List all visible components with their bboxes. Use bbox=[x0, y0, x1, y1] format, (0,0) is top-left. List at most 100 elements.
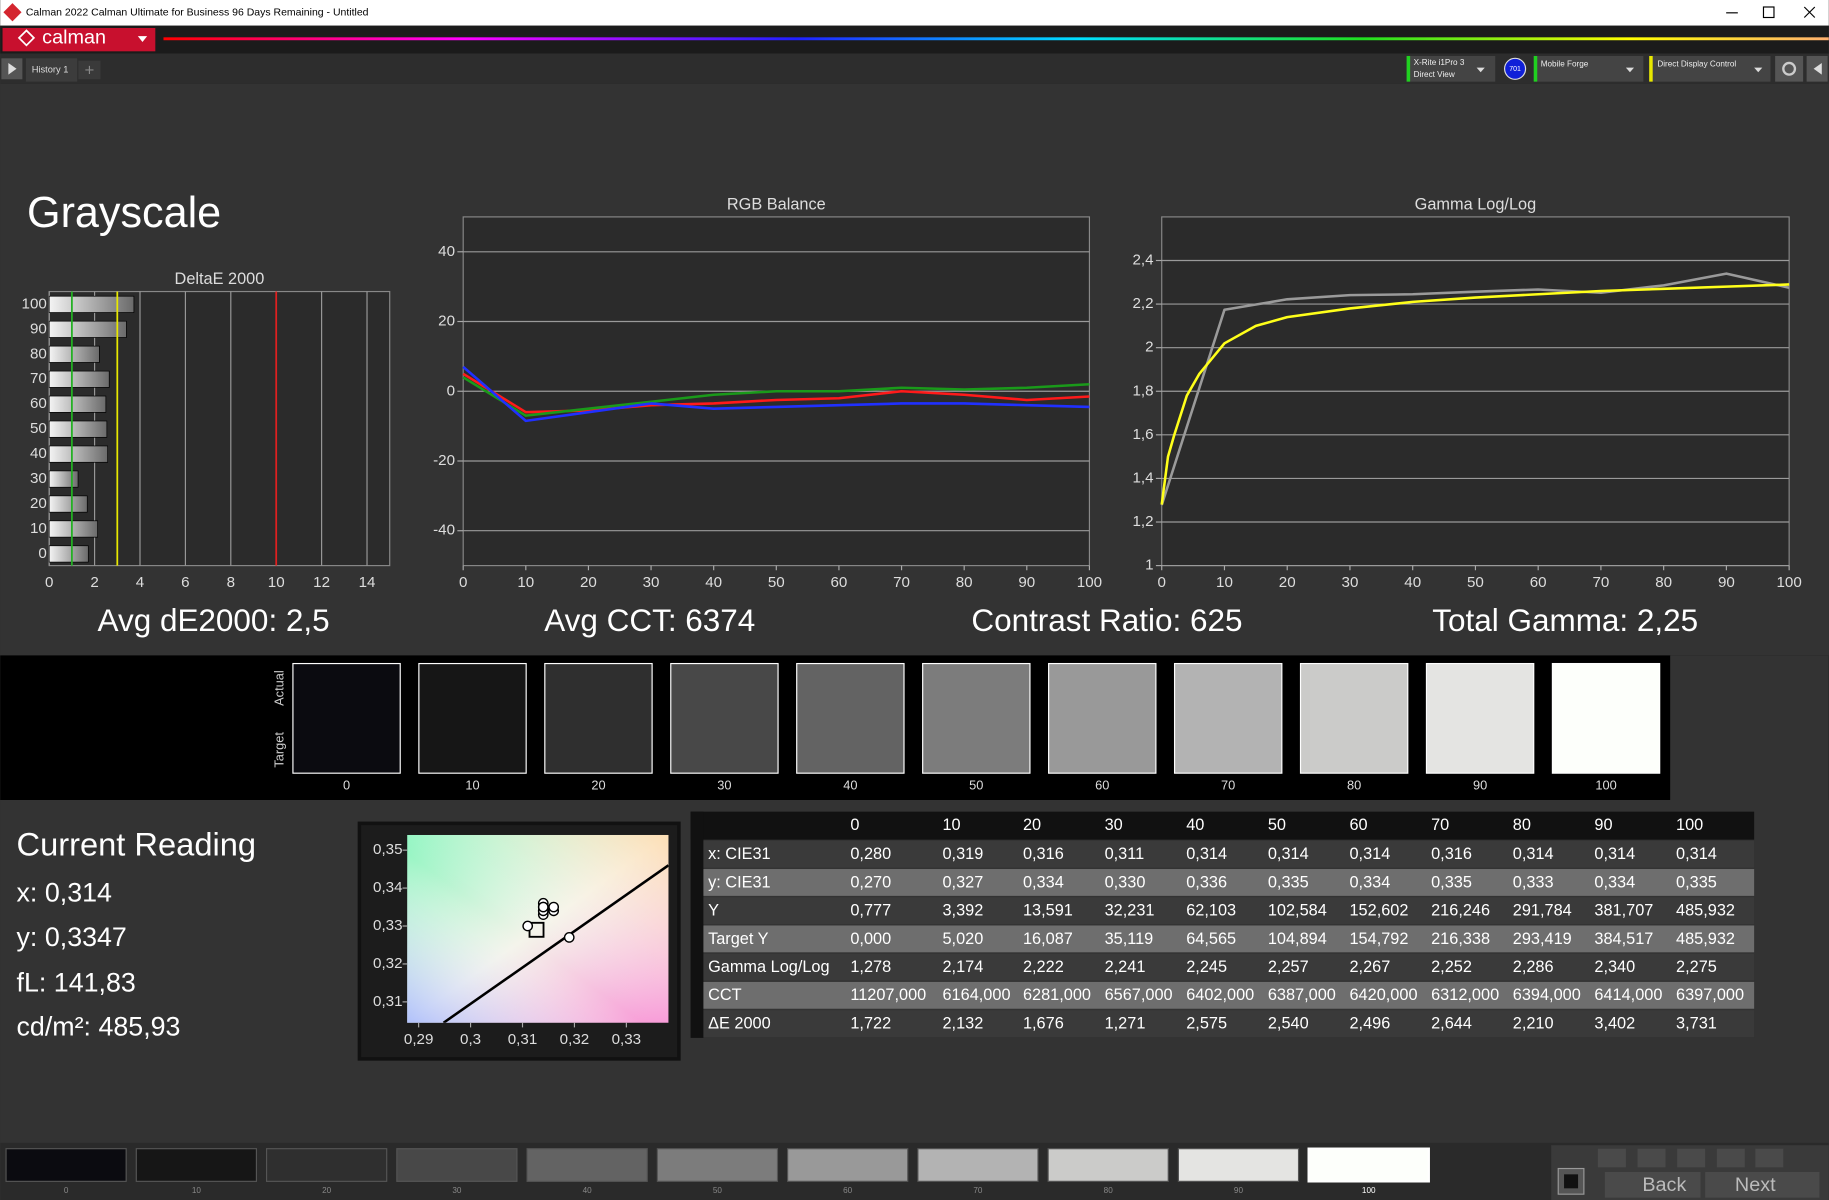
table-cell: 152,602 bbox=[1349, 902, 1408, 920]
read-series-button[interactable] bbox=[1677, 1148, 1706, 1168]
source-select[interactable] bbox=[1533, 55, 1644, 82]
swatch-panel-edge bbox=[1670, 655, 1829, 800]
x-tick-label: 70 bbox=[1592, 574, 1609, 591]
dropdown-arrow bbox=[137, 36, 148, 42]
bar bbox=[48, 370, 110, 388]
play-reading-button[interactable] bbox=[1637, 1148, 1666, 1168]
settings-button[interactable] bbox=[1775, 55, 1804, 82]
footer-swatch-button[interactable] bbox=[787, 1148, 909, 1182]
swatch-label: 30 bbox=[717, 777, 731, 792]
swatch bbox=[544, 662, 653, 774]
x-tick-label: 14 bbox=[359, 574, 376, 591]
history-tab[interactable] bbox=[25, 58, 78, 82]
footer-swatch-button[interactable] bbox=[135, 1148, 258, 1182]
maximize-button[interactable] bbox=[1762, 6, 1775, 19]
table-header-cell: 20 bbox=[1023, 816, 1041, 834]
footer-swatch-button[interactable] bbox=[1047, 1148, 1169, 1182]
chart-title: Gamma Log/Log bbox=[1415, 196, 1537, 214]
swatch bbox=[418, 662, 527, 774]
table-row bbox=[703, 897, 1755, 925]
display-select[interactable] bbox=[1649, 55, 1771, 82]
y-tick-label: 0 bbox=[447, 382, 455, 399]
reading-value: cd/m²: 485,93 bbox=[17, 1012, 181, 1042]
table-cell: 0,330 bbox=[1105, 873, 1146, 891]
swatch bbox=[1173, 662, 1283, 774]
table-cell: 13,591 bbox=[1023, 902, 1073, 920]
footer-swatch-button[interactable] bbox=[265, 1148, 388, 1182]
footer-swatch-label: 10 bbox=[192, 1186, 202, 1195]
table-cell: 0,314 bbox=[1349, 845, 1390, 863]
y-tick-label: 80 bbox=[30, 345, 47, 362]
bar bbox=[48, 295, 135, 313]
table-header-cell: 80 bbox=[1513, 816, 1531, 834]
x-tick-label: 90 bbox=[1018, 574, 1035, 591]
continuous-button[interactable] bbox=[1716, 1148, 1745, 1168]
swatch bbox=[796, 662, 905, 774]
next-button[interactable] bbox=[1705, 1172, 1820, 1198]
x-tick-label: 90 bbox=[1718, 574, 1735, 591]
dropdown-arrow bbox=[1754, 67, 1763, 73]
x-tick-label: 20 bbox=[580, 574, 597, 591]
table-cell: 2,222 bbox=[1023, 958, 1064, 976]
y-tick-label: 60 bbox=[30, 395, 47, 412]
x-tick-label: 60 bbox=[831, 574, 848, 591]
x-tick-label: 0 bbox=[459, 574, 467, 591]
table-cell: 0,327 bbox=[942, 873, 983, 891]
logo-icon bbox=[17, 29, 36, 47]
cie-overlay bbox=[407, 834, 669, 1023]
y-tick-label: 0,35 bbox=[373, 841, 403, 858]
bar bbox=[48, 520, 98, 538]
metric: Total Gamma: 2,25 bbox=[1432, 603, 1698, 638]
swatch-label: 50 bbox=[969, 777, 983, 792]
footer-swatch-button[interactable] bbox=[1307, 1147, 1430, 1183]
metric: Contrast Ratio: 625 bbox=[971, 603, 1242, 638]
footer-swatch-button[interactable] bbox=[1177, 1148, 1300, 1182]
footer-swatch-button[interactable] bbox=[5, 1148, 127, 1182]
table-cell: 216,246 bbox=[1431, 902, 1490, 920]
settings-icon bbox=[1782, 61, 1797, 76]
footer-swatch-button[interactable] bbox=[656, 1148, 779, 1182]
measured-point bbox=[537, 901, 549, 913]
footer-swatch-button[interactable] bbox=[917, 1148, 1039, 1182]
refresh-button[interactable] bbox=[1755, 1148, 1784, 1168]
table-cell: 0,316 bbox=[1023, 845, 1064, 863]
close-button[interactable] bbox=[1803, 6, 1816, 18]
x-tick-label: 60 bbox=[1530, 574, 1547, 591]
table-cell: 0,314 bbox=[1594, 845, 1635, 863]
chart-title: DeltaE 2000 bbox=[175, 270, 265, 288]
swatch bbox=[1425, 662, 1535, 774]
table-header-cell: 50 bbox=[1268, 816, 1286, 834]
table-cell: 2,241 bbox=[1105, 958, 1146, 976]
table-cell: 6281,000 bbox=[1023, 986, 1091, 1004]
table-cell: 0,000 bbox=[850, 930, 891, 948]
x-tick-label: 40 bbox=[705, 574, 722, 591]
swatch-label: 60 bbox=[1095, 777, 1109, 792]
x-tick-label: 30 bbox=[1342, 574, 1359, 591]
logo-button[interactable] bbox=[2, 27, 156, 52]
reading-value: x: 0,314 bbox=[17, 878, 112, 908]
table-cell: 0,314 bbox=[1676, 845, 1717, 863]
footer-swatch-button[interactable] bbox=[396, 1148, 518, 1182]
y-tick-label: 2,4 bbox=[1132, 251, 1153, 268]
x-tick-label: 0,3 bbox=[460, 1031, 481, 1048]
next-label: Next bbox=[1735, 1174, 1776, 1196]
back-button[interactable] bbox=[1604, 1172, 1701, 1198]
table-cell: 1,676 bbox=[1023, 1014, 1064, 1032]
table-cell: 0,335 bbox=[1676, 873, 1717, 891]
x-tick-label: 80 bbox=[956, 574, 973, 591]
swatch-label: 0 bbox=[343, 777, 350, 792]
collapse-icon bbox=[1813, 62, 1822, 75]
record-button[interactable] bbox=[1597, 1148, 1626, 1168]
footer-swatch-button[interactable] bbox=[526, 1148, 648, 1182]
footer-swatch-label: 80 bbox=[1104, 1186, 1114, 1195]
y-tick-label: -20 bbox=[433, 452, 455, 469]
table-cell: 0,314 bbox=[1186, 845, 1227, 863]
table-cell: 381,707 bbox=[1594, 902, 1653, 920]
meter-badge[interactable] bbox=[1504, 57, 1527, 80]
table-header-cell: 100 bbox=[1676, 816, 1703, 834]
y-tick-label: 0,34 bbox=[373, 879, 403, 896]
stop-button[interactable] bbox=[1557, 1167, 1585, 1195]
bar bbox=[48, 470, 79, 488]
table-cell: 0,336 bbox=[1186, 873, 1227, 891]
swatch bbox=[670, 662, 779, 774]
